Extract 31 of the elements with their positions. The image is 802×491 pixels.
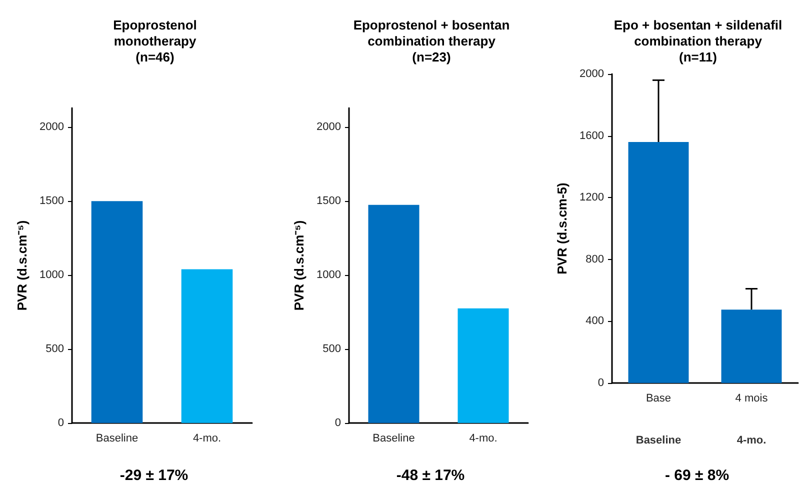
chart-title: Epoprostenol monotherapy (n=46) (113, 18, 197, 64)
y-tick-label: 2000 (580, 68, 604, 80)
y-tick-label: 1500 (40, 195, 64, 208)
y-tick-label: 0 (58, 417, 64, 429)
x-tick-label: Baseline (96, 432, 138, 444)
y-tick-label: 0 (334, 417, 341, 429)
y-tick-label: 500 (322, 343, 341, 356)
y-axis-title: PVR (d.s.cm-5) (554, 182, 570, 274)
x-tick-label: 4-mo. (192, 432, 222, 444)
y-axis-title: PVR (d.s.cm⁻⁵) (292, 220, 307, 311)
y-tick-label: 1600 (580, 130, 604, 142)
x-tick-label: Base (646, 392, 672, 404)
y-tick-label: 1500 (316, 195, 341, 208)
y-tick-label: 500 (46, 343, 64, 356)
x-tick-label: 4-mo. (469, 432, 498, 444)
chart-title: Epo + bosentan + sildenafil combination therapy (n=11) (614, 18, 782, 64)
x-tick-label: 4 mois (735, 392, 768, 404)
y-axis-title: PVR (d.s.cm⁻⁵) (14, 220, 30, 311)
y-tick-label: 1000 (316, 269, 341, 282)
chart-title: Epoprostenol + bosentan combination therapy (n=23) (353, 18, 510, 64)
text: -48 ± 17% (396, 467, 465, 484)
text: - 69 ± 8% (664, 467, 730, 484)
text: -29 ± 17% (120, 467, 188, 484)
y-tick-label: 1000 (40, 269, 64, 282)
y-tick-label: 400 (586, 315, 604, 328)
y-tick-label: 1200 (580, 192, 604, 204)
y-tick-label: 800 (586, 253, 604, 266)
y-tick-label: 2000 (316, 121, 341, 134)
y-tick-label: 0 (598, 377, 604, 389)
x-tick-label: Baseline (372, 432, 415, 444)
y-tick-label: 2000 (40, 121, 64, 134)
